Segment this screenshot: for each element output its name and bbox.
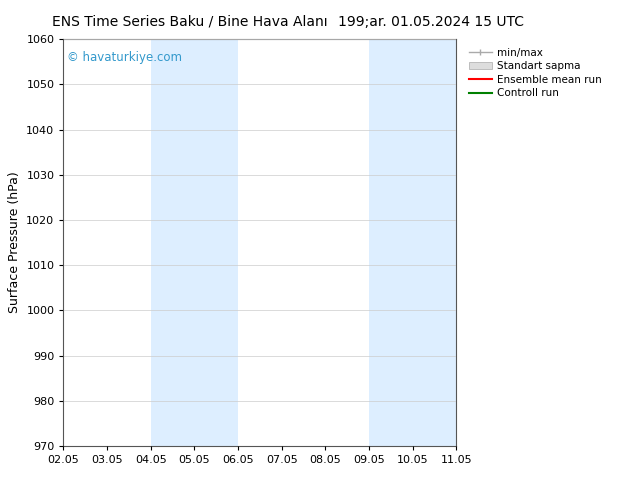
Bar <box>369 39 413 446</box>
Text: © havaturkiye.com: © havaturkiye.com <box>67 51 183 64</box>
Text: ENS Time Series Baku / Bine Hava Alanı: ENS Time Series Baku / Bine Hava Alanı <box>53 15 328 29</box>
Bar <box>151 39 195 446</box>
Legend: min/max, Standart sapma, Ensemble mean run, Controll run: min/max, Standart sapma, Ensemble mean r… <box>465 45 605 101</box>
Y-axis label: Surface Pressure (hPa): Surface Pressure (hPa) <box>8 172 21 314</box>
Text: 199;ar. 01.05.2024 15 UTC: 199;ar. 01.05.2024 15 UTC <box>338 15 524 29</box>
Bar <box>413 39 456 446</box>
Bar <box>195 39 238 446</box>
